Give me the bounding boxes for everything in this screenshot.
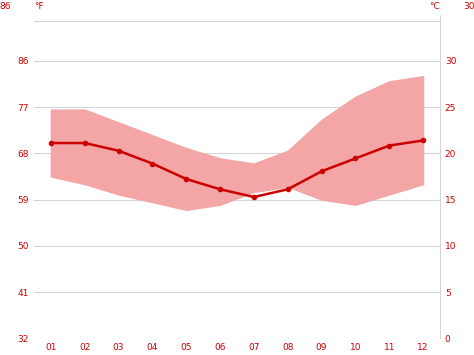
Text: °C: °C — [429, 2, 440, 11]
Text: 86: 86 — [0, 2, 11, 11]
Text: 30: 30 — [463, 2, 474, 11]
Text: °F: °F — [34, 2, 44, 11]
